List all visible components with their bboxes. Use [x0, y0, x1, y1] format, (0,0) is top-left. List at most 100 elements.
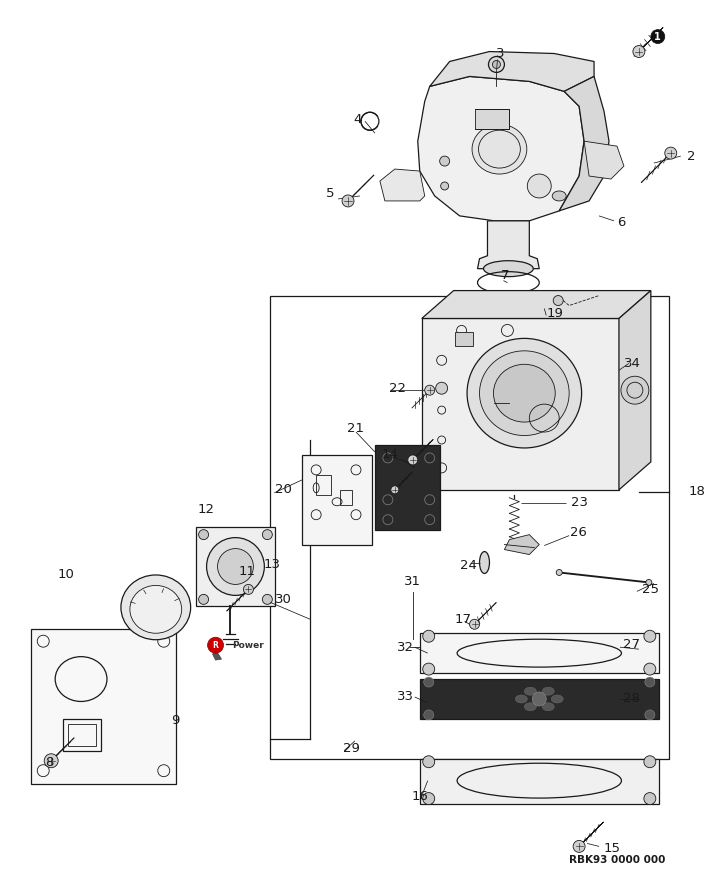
- Circle shape: [646, 580, 652, 586]
- Bar: [420, 633, 659, 673]
- Bar: [340, 489, 352, 505]
- Text: 6: 6: [617, 217, 625, 230]
- Text: 4: 4: [354, 113, 362, 125]
- Circle shape: [441, 182, 449, 190]
- Ellipse shape: [479, 351, 569, 436]
- Polygon shape: [478, 221, 540, 268]
- Circle shape: [44, 753, 58, 767]
- Text: 24: 24: [460, 559, 477, 572]
- Circle shape: [263, 595, 273, 604]
- Circle shape: [469, 619, 479, 630]
- Text: 15: 15: [604, 842, 621, 855]
- Text: 16: 16: [411, 790, 428, 803]
- Circle shape: [644, 756, 656, 767]
- Text: 14: 14: [381, 448, 398, 461]
- Text: 3: 3: [496, 47, 505, 60]
- Text: 29: 29: [343, 742, 359, 755]
- Text: 31: 31: [404, 575, 421, 588]
- Polygon shape: [636, 27, 663, 54]
- Polygon shape: [422, 318, 619, 489]
- Ellipse shape: [493, 364, 555, 422]
- Circle shape: [532, 692, 546, 706]
- Bar: [68, 724, 96, 745]
- Circle shape: [422, 756, 435, 767]
- Text: RBK93 0000 000: RBK93 0000 000: [569, 855, 666, 866]
- Text: 30: 30: [275, 593, 292, 606]
- Ellipse shape: [552, 191, 566, 201]
- Circle shape: [342, 195, 354, 207]
- Circle shape: [422, 793, 435, 804]
- Ellipse shape: [621, 376, 649, 404]
- Circle shape: [391, 486, 399, 494]
- Text: 5: 5: [326, 188, 334, 201]
- Text: 18: 18: [688, 485, 705, 498]
- Circle shape: [217, 549, 253, 584]
- Bar: [474, 110, 509, 129]
- Circle shape: [528, 174, 551, 198]
- Text: 7: 7: [501, 269, 510, 282]
- Circle shape: [199, 595, 209, 604]
- Circle shape: [207, 638, 224, 653]
- Text: 32: 32: [398, 641, 415, 653]
- Circle shape: [422, 663, 435, 675]
- Polygon shape: [619, 290, 651, 489]
- Circle shape: [424, 677, 434, 687]
- Bar: [375, 445, 439, 530]
- Circle shape: [422, 631, 435, 642]
- Text: 9: 9: [172, 715, 180, 727]
- Polygon shape: [584, 141, 624, 179]
- Circle shape: [644, 663, 656, 675]
- Circle shape: [439, 156, 449, 166]
- Ellipse shape: [524, 702, 536, 710]
- Text: 13: 13: [264, 558, 281, 571]
- Ellipse shape: [551, 695, 563, 703]
- Circle shape: [436, 382, 447, 394]
- Circle shape: [425, 385, 435, 396]
- Ellipse shape: [479, 552, 489, 574]
- Text: R: R: [212, 641, 219, 650]
- Text: 12: 12: [197, 503, 214, 517]
- Text: 19: 19: [547, 307, 564, 320]
- Bar: [420, 679, 659, 719]
- Circle shape: [488, 56, 504, 73]
- Ellipse shape: [515, 695, 528, 703]
- Ellipse shape: [542, 688, 555, 695]
- Circle shape: [645, 710, 655, 720]
- Polygon shape: [577, 822, 603, 848]
- Text: 10: 10: [58, 568, 75, 581]
- Circle shape: [263, 530, 273, 539]
- Text: 28: 28: [623, 693, 640, 705]
- Bar: [302, 455, 372, 545]
- Ellipse shape: [542, 702, 555, 710]
- Text: 17: 17: [454, 613, 471, 626]
- Circle shape: [244, 584, 253, 595]
- Polygon shape: [422, 290, 651, 318]
- Circle shape: [493, 61, 501, 68]
- Text: 33: 33: [398, 690, 415, 703]
- Circle shape: [553, 296, 563, 305]
- Text: 23: 23: [571, 496, 588, 510]
- Ellipse shape: [472, 125, 527, 174]
- Polygon shape: [212, 650, 222, 660]
- Text: 26: 26: [569, 526, 586, 539]
- Circle shape: [573, 840, 585, 852]
- Text: 11: 11: [239, 565, 256, 578]
- Bar: [196, 527, 275, 606]
- Circle shape: [644, 793, 656, 804]
- Circle shape: [665, 147, 677, 159]
- Circle shape: [556, 569, 562, 575]
- Circle shape: [408, 455, 417, 465]
- Bar: [316, 474, 331, 495]
- Bar: [31, 630, 175, 784]
- Text: 22: 22: [389, 381, 406, 395]
- Bar: [63, 719, 101, 751]
- Ellipse shape: [130, 586, 182, 633]
- Ellipse shape: [467, 339, 581, 448]
- Polygon shape: [48, 738, 75, 765]
- Polygon shape: [380, 169, 425, 201]
- Text: 2: 2: [687, 150, 696, 162]
- Bar: [454, 332, 473, 346]
- Text: 1: 1: [655, 32, 661, 41]
- Text: 20: 20: [275, 483, 292, 496]
- Polygon shape: [411, 439, 433, 461]
